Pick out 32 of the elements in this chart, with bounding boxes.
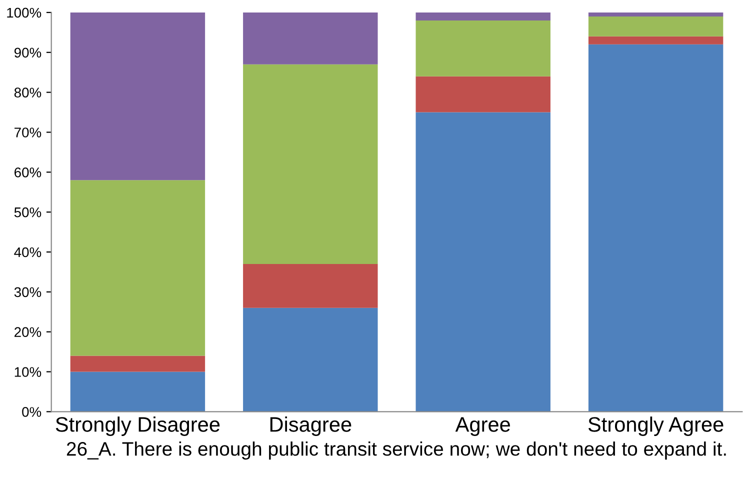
bar bbox=[588, 36, 724, 44]
y-tick-label: 50% bbox=[14, 207, 42, 218]
bar bbox=[416, 20, 550, 76]
y-tick-label: 60% bbox=[14, 167, 42, 178]
bar bbox=[416, 12, 550, 20]
y-tick-label: 70% bbox=[14, 128, 42, 138]
bar bbox=[588, 44, 724, 412]
x-tick-label: Strongly Agree bbox=[588, 416, 724, 436]
y-tick-label: 20% bbox=[14, 327, 42, 338]
bar bbox=[243, 308, 378, 412]
bar bbox=[70, 372, 206, 412]
bar bbox=[70, 180, 206, 356]
x-tick-label: Strongly Disagree bbox=[56, 416, 220, 436]
bar bbox=[70, 12, 206, 180]
bar bbox=[243, 264, 378, 308]
y-tick-label: 40% bbox=[14, 247, 42, 258]
bar bbox=[243, 64, 378, 264]
bar bbox=[416, 76, 550, 112]
bar bbox=[70, 356, 206, 372]
bar bbox=[243, 12, 378, 64]
bar bbox=[588, 16, 724, 36]
y-tick-label: 80% bbox=[14, 88, 42, 98]
y-tick-label: 10% bbox=[14, 367, 42, 377]
x-tick-label: Disagree bbox=[270, 416, 352, 436]
bar bbox=[588, 12, 724, 16]
y-tick-label: 0% bbox=[22, 407, 42, 417]
y-tick-label: 30% bbox=[14, 287, 42, 298]
y-tick-label: 100% bbox=[7, 8, 42, 18]
y-tick-label: 90% bbox=[14, 48, 42, 58]
x-tick-label: Agree bbox=[455, 417, 510, 436]
x-axis-title: 26_A. There is enough public transit service now; we don't need to expand it. bbox=[66, 442, 726, 460]
bar bbox=[416, 112, 550, 412]
